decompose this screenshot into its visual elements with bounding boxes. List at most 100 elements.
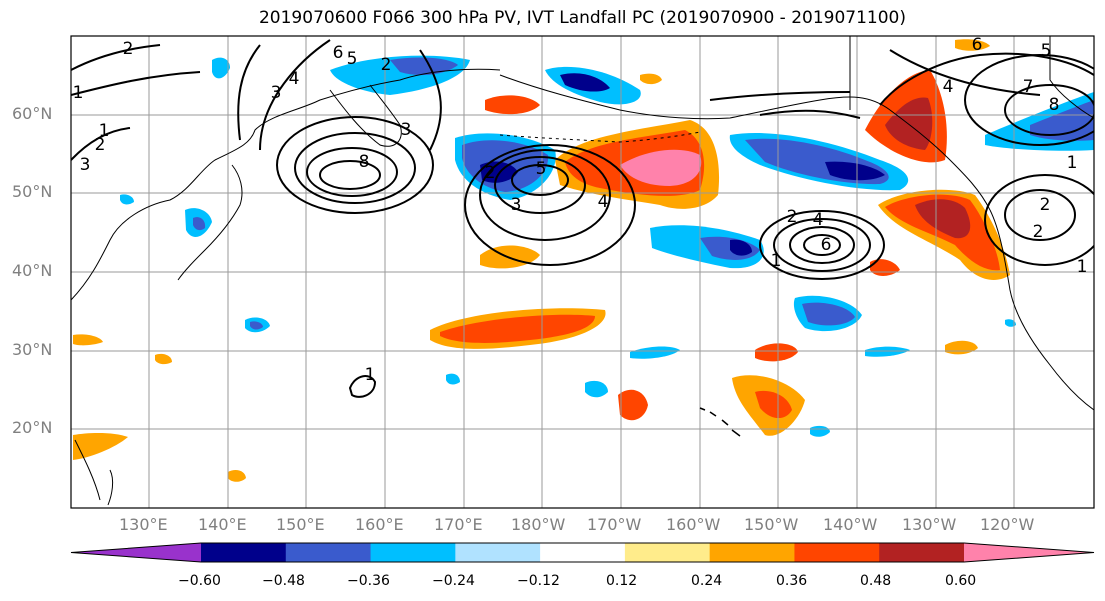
pv-positive-region [73,432,128,460]
colorbar-tick-label: 0.48 [860,573,892,589]
contour-label: 2 [381,55,392,75]
colorbar-swatch [370,543,456,562]
colorbar-tick-label: −0.12 [517,573,560,589]
pv-positive-region [755,343,798,362]
north-america-coastline [989,209,1094,411]
contour-north-ridge [709,91,861,119]
contour-label: 2 [485,163,496,183]
colorbar [70,542,1095,563]
colorbar-tick-label: 0.24 [691,573,723,589]
contour-ne [964,54,1094,146]
pv-negative-region [390,57,458,76]
lat-label-40n: 40°N [12,261,53,280]
colorbar-tick-label: −0.48 [262,573,305,589]
colorbar-swatch [540,543,626,562]
contour-label: 4 [813,210,824,230]
contour-west [71,44,201,161]
pv-positive-region [228,470,246,482]
pv-negative-region [193,217,206,231]
pv-negative-region [120,194,134,205]
pv-positive-region [955,39,990,51]
asia-coastline [71,68,501,301]
contour-label: 2 [95,135,106,155]
contour-label: 1 [365,365,376,385]
contour-label: 1 [73,83,84,103]
contour-label: 2 [1033,222,1044,242]
contour-coast [984,174,1094,266]
pv-positive-region [73,334,103,346]
contour-label: 3 [271,83,282,103]
pv-anomaly-fills [73,39,1094,482]
contour-label: 8 [359,152,370,172]
hawaii-islands [699,407,741,437]
map-title: 2019070600 F066 300 hPa PV, IVT Landfall… [258,8,906,28]
contour-label: 1 [1067,153,1078,173]
contour-low-east [773,218,871,272]
contour-label: 4 [598,192,609,212]
pv-positive-region [485,95,540,115]
pv-positive-region [915,199,971,239]
contour-label: 5 [347,49,358,69]
contour-subtropical [348,375,377,398]
colorbar-swatch [709,543,795,562]
coastlines [71,36,1094,506]
contour-label: 6 [972,35,983,55]
contour-low-east [789,226,855,264]
pv-positive-region [640,73,662,85]
contour-low-west [319,160,381,190]
pv-negative-region [446,373,460,385]
colorbar-swatch [624,543,711,562]
lon-label: 140°E [198,515,247,534]
colorbar-extend-low [71,543,201,562]
contour-label: 8 [1049,95,1060,115]
colorbar-swatch [201,543,287,562]
contour-low-east [803,234,841,256]
contour-label: 3 [80,155,91,175]
colorbar-swatch [285,543,372,562]
colorbar-tick-label: 0.60 [945,573,977,589]
contour-label: 3 [401,120,412,140]
contour-low-central [511,164,569,196]
colorbar-tick-label: 0.36 [776,573,808,589]
contour-low-west [259,39,442,151]
lon-label: 160°E [355,515,404,534]
contour-label: 4 [943,77,954,97]
map-frame [70,35,1095,509]
alaska-coastline [499,74,991,211]
lat-label-50n: 50°N [12,182,53,201]
lon-label: 150°E [276,515,325,534]
lon-label: 170°E [434,515,483,534]
colorbar-tick-label: −0.24 [432,573,475,589]
lon-label: 120°W [980,515,1035,534]
contour-ne [1004,84,1094,136]
pv-positive-region [885,194,1000,271]
lon-label: 130°W [902,515,957,534]
lat-label-20n: 20°N [12,418,53,437]
pv-negative-region [1005,319,1016,327]
canada-border [849,36,1094,119]
colorbar-outline [70,542,1095,563]
contour-label: 1 [771,251,782,271]
contour-label: 6 [821,235,832,255]
japan-coastline [177,164,243,281]
pv-positive-region [620,149,702,186]
philippines-coastline [74,439,114,506]
contour-low-east [759,210,885,280]
colorbar-swatch [455,543,541,562]
lat-label-60n: 60°N [12,104,53,123]
colorbar-tick-label: −0.36 [347,573,390,589]
colorbar-extend-high [964,543,1094,562]
contour-low-west [306,147,398,197]
contour-label: 5 [536,159,547,179]
pv-positive-region [618,389,648,421]
contour-label: 3 [511,195,522,215]
pv-negative-region [730,239,752,256]
contour-label: 7 [1023,77,1034,97]
aleutian-islands [499,131,701,143]
pv-contours [71,39,1094,398]
contour-ne [879,52,1094,106]
contour-label: 2 [123,39,134,59]
pv-positive-region [440,314,595,343]
contour-low-west [294,132,416,204]
